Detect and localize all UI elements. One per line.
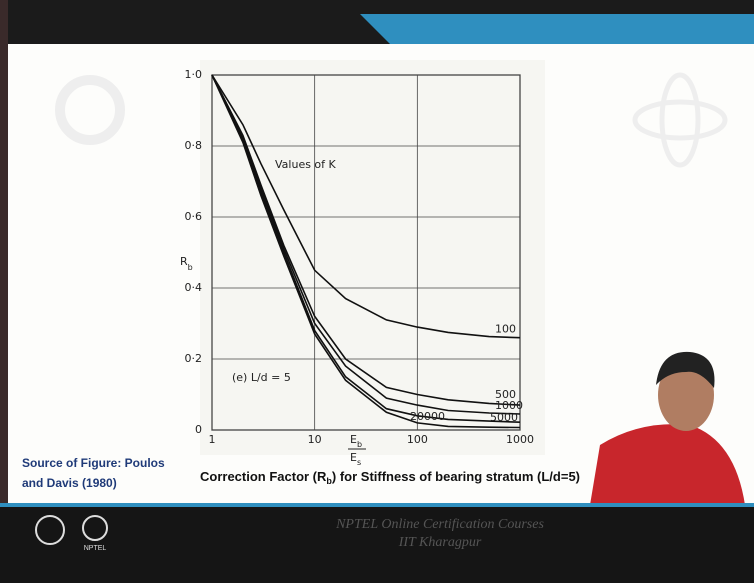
footer-line: IIT Kharagpur [398,535,482,550]
caption: Correction Factor (Rb) for Stiffness of … [200,469,580,486]
series-label: 1000 [495,399,523,412]
x-tick-label: 10 [308,433,322,446]
y-tick-label: 0·6 [185,210,203,223]
series-label: 20000 [410,410,445,423]
y-tick-label: 0·8 [185,139,203,152]
y-tick-label: 0 [195,423,202,436]
x-tick-label: 1 [209,433,216,446]
series-label: 100 [495,323,516,336]
x-label-sub: s [357,458,361,467]
y-label-sub: b [188,263,193,272]
figure-bg [200,60,545,455]
slide: NPTEL NPTEL Online Certification Courses… [0,0,754,583]
bottom-accent [0,503,754,507]
y-tick-label: 0·4 [185,281,203,294]
y-tick-label: 1·0 [185,68,203,81]
series-label: 5000 [490,411,518,424]
caption-part: Correction Factor (R [200,469,327,484]
x-label-main: E [350,433,357,446]
annotation: Values of K [275,158,337,171]
footer-line: NPTEL Online Certification Courses [335,517,544,532]
x-tick-label: 100 [407,433,428,446]
annotation: (e) L/d = 5 [232,371,291,384]
page: {"chart_data": {"type": "line", "y_label… [0,0,754,583]
caption-part: ) for Stiffness of bearing stratum (L/d=… [332,469,580,484]
top-accent [360,14,754,44]
logo-text: NPTEL [84,545,107,552]
x-label-sub: b [357,440,362,449]
source-text: Source of Figure: Poulos [22,456,165,470]
x-tick-label: 1000 [506,433,534,446]
source-text: and Davis (1980) [22,476,117,490]
y-tick-label: 0·2 [185,352,203,365]
x-label-main: E [350,451,357,464]
left-edge [0,0,8,583]
body: NPTEL NPTEL Online Certification Courses… [0,0,754,583]
